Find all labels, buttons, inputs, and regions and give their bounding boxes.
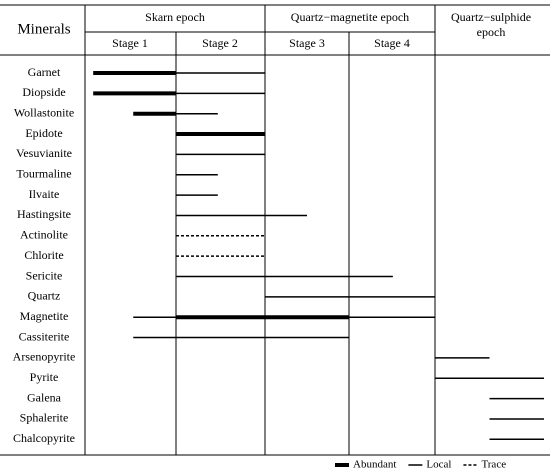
mineral-label: Quartz [28,289,61,303]
mineral-label: Galena [27,390,62,404]
mineral-label: Sphalerite [20,411,69,425]
epoch-header: Skarn epoch [145,10,205,24]
mineral-label: Hastingsite [17,207,71,221]
mineral-label: Arsenopyrite [13,350,76,364]
epoch-header: Quartz−magnetite epoch [291,10,409,24]
mineral-label: Garnet [28,65,61,79]
stage-header: Stage 1 [112,36,148,50]
legend-label: Trace [481,459,506,471]
epoch-header: Quartz−sulphide epoch [450,10,532,39]
mineral-label: Wollastonite [14,105,74,119]
mineral-label: Cassiterite [19,329,70,343]
stage-header: Stage 3 [289,36,325,50]
legend-label: Abundant [353,459,396,471]
stage-header: Stage 2 [202,36,238,50]
stage-header: Stage 4 [374,36,410,50]
mineral-label: Pyrite [30,370,59,384]
mineral-label: Chlorite [24,248,63,262]
mineral-label: Sericite [26,268,63,282]
mineral-label: Vesuvianite [16,146,72,160]
mineral-label: Actinolite [20,228,68,242]
column-header: Minerals [17,21,70,37]
mineral-label: Magnetite [20,309,69,323]
table-frame [0,4,550,456]
mineral-label: Ilvaite [29,187,60,201]
mineral-label: Chalcopyrite [13,431,75,445]
mineral-label: Epidote [25,126,62,140]
mineral-label: Tourmaline [16,167,71,181]
legend-label: Local [426,459,451,471]
mineral-label: Diopside [22,85,65,99]
